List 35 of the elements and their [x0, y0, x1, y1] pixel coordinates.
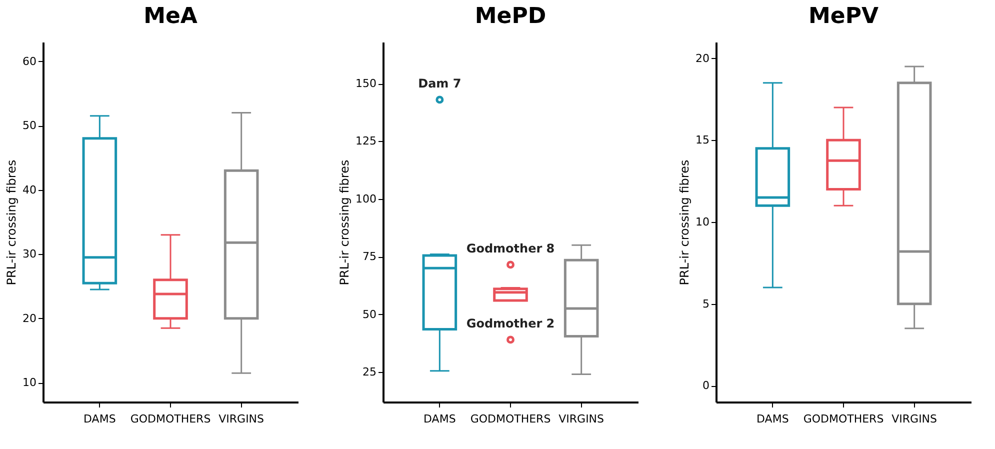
chart-title: MeA: [144, 4, 198, 29]
y-tick-label: 50: [22, 119, 36, 132]
y-tick-label: 0: [702, 379, 710, 392]
y-tick-label: 75: [362, 250, 376, 264]
x-tick-label: DAMS: [756, 412, 789, 426]
y-axis-title: PRL-ir crossing fibres: [4, 160, 19, 286]
y-axis-title: PRL-ir crossing fibres: [678, 160, 692, 286]
x-tick-label: VIRGINS: [892, 412, 938, 426]
y-tick-label: 50: [362, 308, 376, 321]
y-tick-label: 5: [702, 297, 710, 310]
y-tick-label: 40: [22, 183, 36, 196]
x-tick-label: DAMS: [84, 412, 116, 426]
y-tick-label: 25: [362, 366, 376, 378]
chart-title: MePV: [808, 4, 878, 29]
x-tick-label: VIRGINS: [218, 412, 264, 426]
y-tick-label: 150: [356, 77, 376, 90]
x-tick-label: DAMS: [424, 412, 456, 426]
y-tick-label: 20: [696, 52, 710, 65]
annotation: Godmother 8: [466, 242, 555, 256]
y-axis-title: PRL-ir crossing fibres: [338, 160, 352, 286]
y-tick-label: 10: [22, 376, 36, 390]
y-tick-label: 15: [696, 134, 710, 147]
y-tick-label: 100: [356, 192, 376, 206]
x-tick-label: GODMOTHERS: [803, 412, 884, 426]
y-tick-label: 20: [22, 312, 36, 325]
x-tick-label: GODMOTHERS: [130, 412, 211, 426]
x-tick-label: GODMOTHERS: [470, 412, 551, 426]
y-tick-label: 125: [356, 134, 376, 148]
y-tick-label: 30: [22, 248, 36, 261]
annotation: Dam 7: [418, 76, 462, 91]
y-tick-label: 10: [696, 216, 710, 228]
chart-title: MePD: [474, 4, 546, 29]
annotation: Godmother 2: [466, 316, 555, 331]
y-tick-label: 60: [22, 54, 36, 68]
x-tick-label: VIRGINS: [558, 412, 604, 426]
